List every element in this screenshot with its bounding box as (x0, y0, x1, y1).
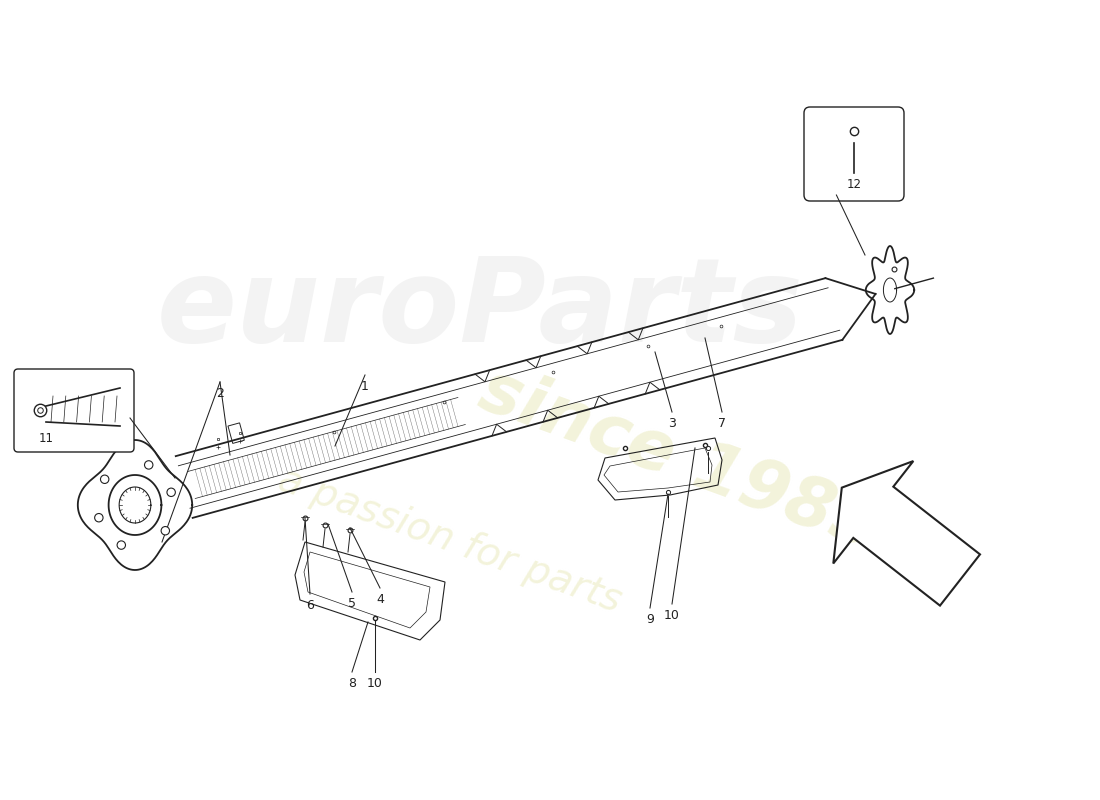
Text: 11: 11 (39, 431, 54, 445)
Circle shape (167, 488, 175, 497)
Text: 7: 7 (718, 417, 726, 430)
Text: 9: 9 (646, 613, 653, 626)
Bar (228, 423, 244, 443)
Text: 5: 5 (348, 597, 356, 610)
Text: a passion for parts: a passion for parts (273, 460, 627, 620)
Text: 3: 3 (668, 417, 675, 430)
Text: since 1985: since 1985 (471, 357, 889, 563)
Text: 1: 1 (361, 380, 368, 393)
Circle shape (144, 461, 153, 469)
Circle shape (100, 475, 109, 483)
FancyBboxPatch shape (14, 369, 134, 452)
Polygon shape (834, 461, 980, 606)
Text: 6: 6 (306, 599, 313, 612)
Text: 8: 8 (348, 677, 356, 690)
Text: 4: 4 (376, 593, 384, 606)
Text: 12: 12 (847, 178, 861, 191)
Circle shape (161, 526, 169, 535)
FancyBboxPatch shape (804, 107, 904, 201)
Circle shape (117, 541, 125, 550)
Text: 10: 10 (664, 609, 680, 622)
Text: 10: 10 (367, 677, 383, 690)
Text: euroParts: euroParts (156, 253, 803, 367)
Text: 2: 2 (216, 387, 224, 400)
Circle shape (95, 514, 103, 522)
